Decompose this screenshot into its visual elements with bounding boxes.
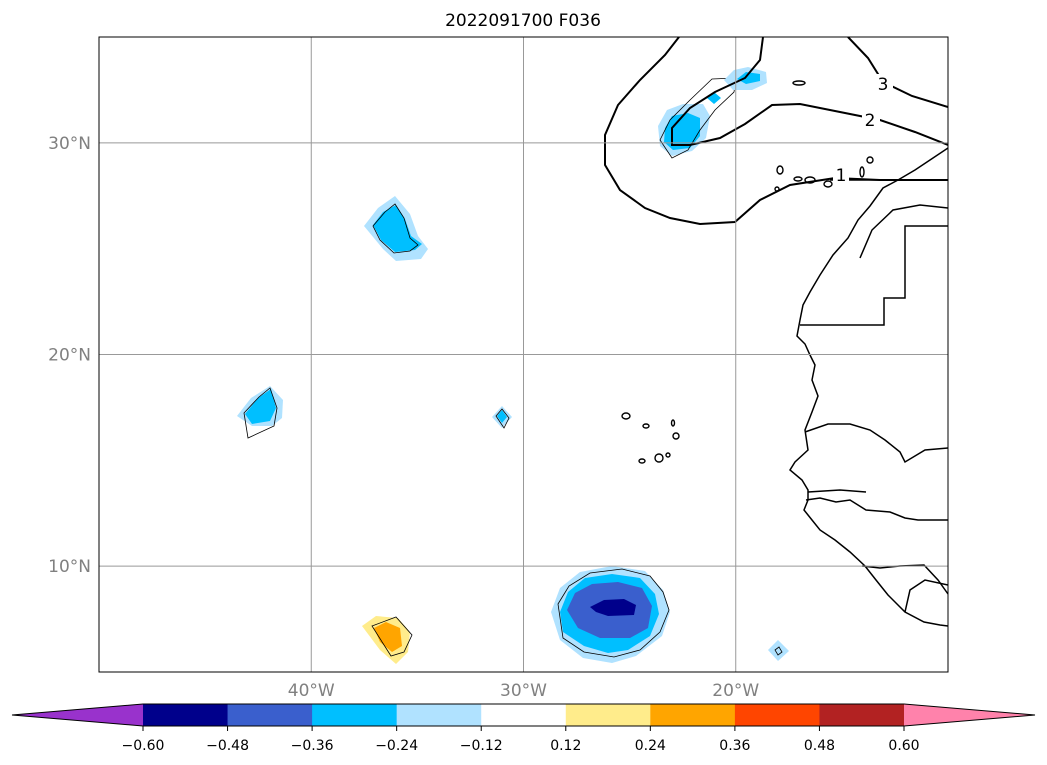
island-canary xyxy=(776,165,784,175)
colorbar-tick-label: 0.60 xyxy=(888,738,919,754)
anomaly-fill xyxy=(737,72,760,84)
colorbar-tick-label: 0.48 xyxy=(804,738,835,754)
colorbar-tick-label: −0.48 xyxy=(206,738,249,754)
anomaly-feature-small xyxy=(492,406,512,429)
contour-label-bg xyxy=(833,165,849,183)
anomaly-contour-line xyxy=(557,568,670,658)
colorbar-segment xyxy=(143,704,229,726)
colorbar-tick-label: 0.36 xyxy=(719,738,750,754)
colorbar-segment xyxy=(481,704,567,726)
colorbar-segment xyxy=(396,704,482,726)
contour-line-2 xyxy=(671,37,948,146)
anomaly-fill xyxy=(497,410,507,423)
contour-label: 1 xyxy=(836,166,847,186)
y-tick-label: 20°N xyxy=(48,346,91,366)
anomaly-feature-west xyxy=(237,386,283,439)
colorbar-segment xyxy=(312,704,398,726)
x-tick-label: 30°W xyxy=(500,681,547,701)
colorbar-segment xyxy=(227,704,313,726)
contour-labels: 3 2 1 xyxy=(833,74,893,186)
x-tick-label: 20°W xyxy=(712,681,759,701)
island-cape-verde xyxy=(621,412,631,420)
island-canary xyxy=(859,166,865,178)
anomaly-contour-line xyxy=(774,646,783,656)
colorbar-tick-label: −0.36 xyxy=(291,738,334,754)
contour-label-bg xyxy=(862,110,880,128)
anomaly-feature-cluster-north xyxy=(364,196,428,261)
mauritania-border xyxy=(804,423,948,464)
anomaly-fill-dark xyxy=(590,599,636,616)
morocco-border xyxy=(859,204,948,259)
anomaly-fill-positive xyxy=(374,622,402,652)
colorbar-segment xyxy=(565,704,651,726)
tick-labels: 40°W 30°W 20°W 30°N 20°N 10°N xyxy=(48,134,759,701)
anomaly-feature-northeast xyxy=(658,77,737,159)
anomaly-contour-line xyxy=(659,77,737,159)
africa-coastline xyxy=(789,147,948,627)
colorbar-tick-label: −0.12 xyxy=(460,738,503,754)
coastline xyxy=(789,147,948,627)
colorbar-tick-label: 0.12 xyxy=(550,738,581,754)
anomaly-fill xyxy=(373,205,422,252)
contour-label: 2 xyxy=(865,111,876,131)
colorbar-tick-label: −0.60 xyxy=(122,738,165,754)
y-tick-label: 10°N xyxy=(48,557,91,577)
anomaly-feature-tiny xyxy=(768,640,789,661)
colorbar-tick-label: −0.24 xyxy=(375,738,418,754)
island-canary xyxy=(823,180,833,188)
island-canary xyxy=(793,176,803,182)
island-cape-verde xyxy=(665,452,671,458)
anomaly-feature-south-large xyxy=(551,566,670,663)
y-tick-label: 30°N xyxy=(48,134,91,154)
island-cape-verde xyxy=(654,453,664,463)
colorbar-segment xyxy=(734,704,820,726)
gridlines xyxy=(99,37,948,672)
colorbar: −0.60 −0.48 −0.36 −0.24 −0.12 0.12 0.24 0.36 0.4… xyxy=(11,703,1036,754)
western-sahara-border xyxy=(800,225,948,326)
thick-contours xyxy=(604,37,948,226)
contour-label: 3 xyxy=(878,75,889,95)
guinea-border xyxy=(861,564,948,595)
contour-line-3 xyxy=(847,37,948,108)
anomaly-fill-light xyxy=(768,640,789,661)
anomaly-contour-line xyxy=(243,387,278,439)
colorbar-extend-max xyxy=(904,704,1035,726)
colorbar-extend-min xyxy=(12,704,143,726)
anomaly-fill xyxy=(245,389,276,424)
plot-area: 3 2 1 xyxy=(99,37,948,672)
island-cape-verde xyxy=(672,432,680,440)
anomaly-contour-line xyxy=(495,408,510,429)
island-cape-verde xyxy=(642,423,650,429)
anomaly-contour-line xyxy=(372,203,419,254)
liberia-border xyxy=(904,579,948,613)
plot-frame xyxy=(98,36,949,673)
island-madeira xyxy=(792,80,806,86)
x-tick-label: 40°W xyxy=(288,681,335,701)
island-canary xyxy=(866,156,874,164)
senegal-border xyxy=(805,497,948,521)
contour-label-bg xyxy=(875,74,893,92)
anomaly-shading xyxy=(237,67,789,664)
colorbar-segment xyxy=(819,704,905,726)
gambia-border xyxy=(807,489,867,493)
colorbar-segment xyxy=(650,704,736,726)
colorbar-tick-label: 0.24 xyxy=(635,738,666,754)
anomaly-feature-positive xyxy=(362,616,413,664)
island-canary xyxy=(804,176,816,184)
chart-title: 2022091700 F036 xyxy=(445,11,601,31)
island-cape-verde xyxy=(638,458,646,464)
anomaly-contour-line xyxy=(371,616,413,657)
island-cape-verde xyxy=(670,419,676,427)
contour-line-1 xyxy=(604,37,948,226)
